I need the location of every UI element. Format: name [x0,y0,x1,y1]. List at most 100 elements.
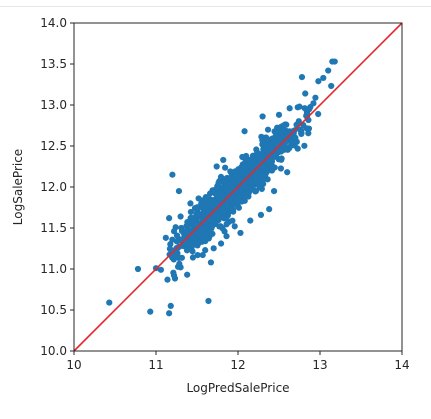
scatter-point [220,156,227,164]
x-tick-label: 11 [148,358,163,372]
scatter-point [166,310,173,317]
scatter-point [236,192,243,200]
scatter-point [194,252,201,259]
x-tick-label: 12 [230,358,245,372]
scatter-point [277,165,284,172]
scatter-point [192,237,199,244]
scatter-point [298,130,305,138]
scatter-point [217,173,225,180]
scatter-point [223,201,230,209]
scatter-point [189,248,196,255]
scatter-point [267,146,274,153]
scatter-point [175,188,183,195]
scatter-point [203,225,210,232]
scatter-point [199,251,206,259]
scatter-point [247,217,254,224]
scatter-point [162,234,169,241]
scatter-point [170,228,178,235]
scatter-point [106,299,113,306]
scatter-point [229,217,236,224]
top-divider [0,6,431,7]
scatter-point [268,140,275,147]
scatter-point [184,271,191,278]
x-tick-label: 14 [394,358,409,372]
scatter-point [234,203,242,210]
scatter-point [204,206,211,213]
scatter-point [206,211,213,218]
y-tick-label: 14.0 [40,16,67,30]
scatter-point [228,183,236,190]
scatter-point [202,194,209,201]
scatter-point [257,211,265,218]
scatter-point [286,105,293,112]
scatter-point [219,205,226,213]
scatter-point [325,67,332,74]
scatter-point [183,247,191,254]
scatter-point [208,223,216,230]
scatter-point [294,145,301,152]
scatter-point [280,122,287,129]
scatter-point [217,193,224,200]
scatter-point [170,272,178,279]
x-tick-label: 13 [312,358,327,372]
scatter-point [275,111,283,118]
scatter-point [241,128,248,135]
scatter-point [167,302,174,309]
y-tick-label: 10.0 [40,344,67,358]
scatter-point [269,163,276,170]
x-axis: 10 11 12 13 14 [66,351,410,372]
scatter-point [219,225,226,232]
scatter-point [303,113,311,120]
y-axis-label: LogSalePrice [11,149,25,225]
scatter-point [217,240,225,247]
y-tick-label: 12.0 [40,180,67,194]
scatter-point [191,229,198,236]
scatter-point [207,259,215,266]
scatter-point [177,264,184,271]
scatter-point [211,206,218,213]
scatter-point [270,188,278,195]
reference-line [73,22,403,352]
scatter-point [201,200,208,208]
scatter-point [246,156,253,164]
points-layer [106,58,338,317]
scatter-point [212,190,219,197]
scatter-point [312,94,319,101]
scatter-point [189,254,196,261]
scatter-point [278,156,285,163]
scatter-point [229,206,236,213]
scatter-point [303,108,310,115]
scatter-point [231,223,238,230]
scatter-point [177,213,184,220]
scatter-point [271,128,278,135]
scatter-point [310,100,317,107]
scatter-point [296,103,303,110]
scatter-point [205,297,212,305]
scatter-point [266,206,273,213]
scatter-point [231,173,238,181]
y-tick-label: 11.5 [40,221,67,235]
scatter-point [173,232,181,239]
scatter-point [259,113,266,120]
y-tick-label: 13.5 [40,57,67,71]
scatter-point [286,143,293,151]
scatter-point [328,82,335,90]
scatter-point [210,245,217,252]
scatter-point [301,142,308,149]
scatter-point [305,125,313,132]
scatter-point [183,228,190,235]
scatter-point [273,147,280,154]
scatter-point [284,169,291,176]
scatter-point [237,229,244,237]
scatter-point [235,197,242,204]
scatter-point [298,74,306,81]
scatter-point [215,215,222,222]
scatter-point [253,179,260,186]
scatter-point [264,126,272,133]
scatter-point [223,221,230,228]
y-tick-label: 13.0 [40,98,67,112]
y-axis: 10.0 10.5 11.0 11.5 12.0 12.5 13.0 13.5 14.0 [40,16,74,358]
scatter-point [302,90,309,97]
scatter-point [245,193,252,200]
